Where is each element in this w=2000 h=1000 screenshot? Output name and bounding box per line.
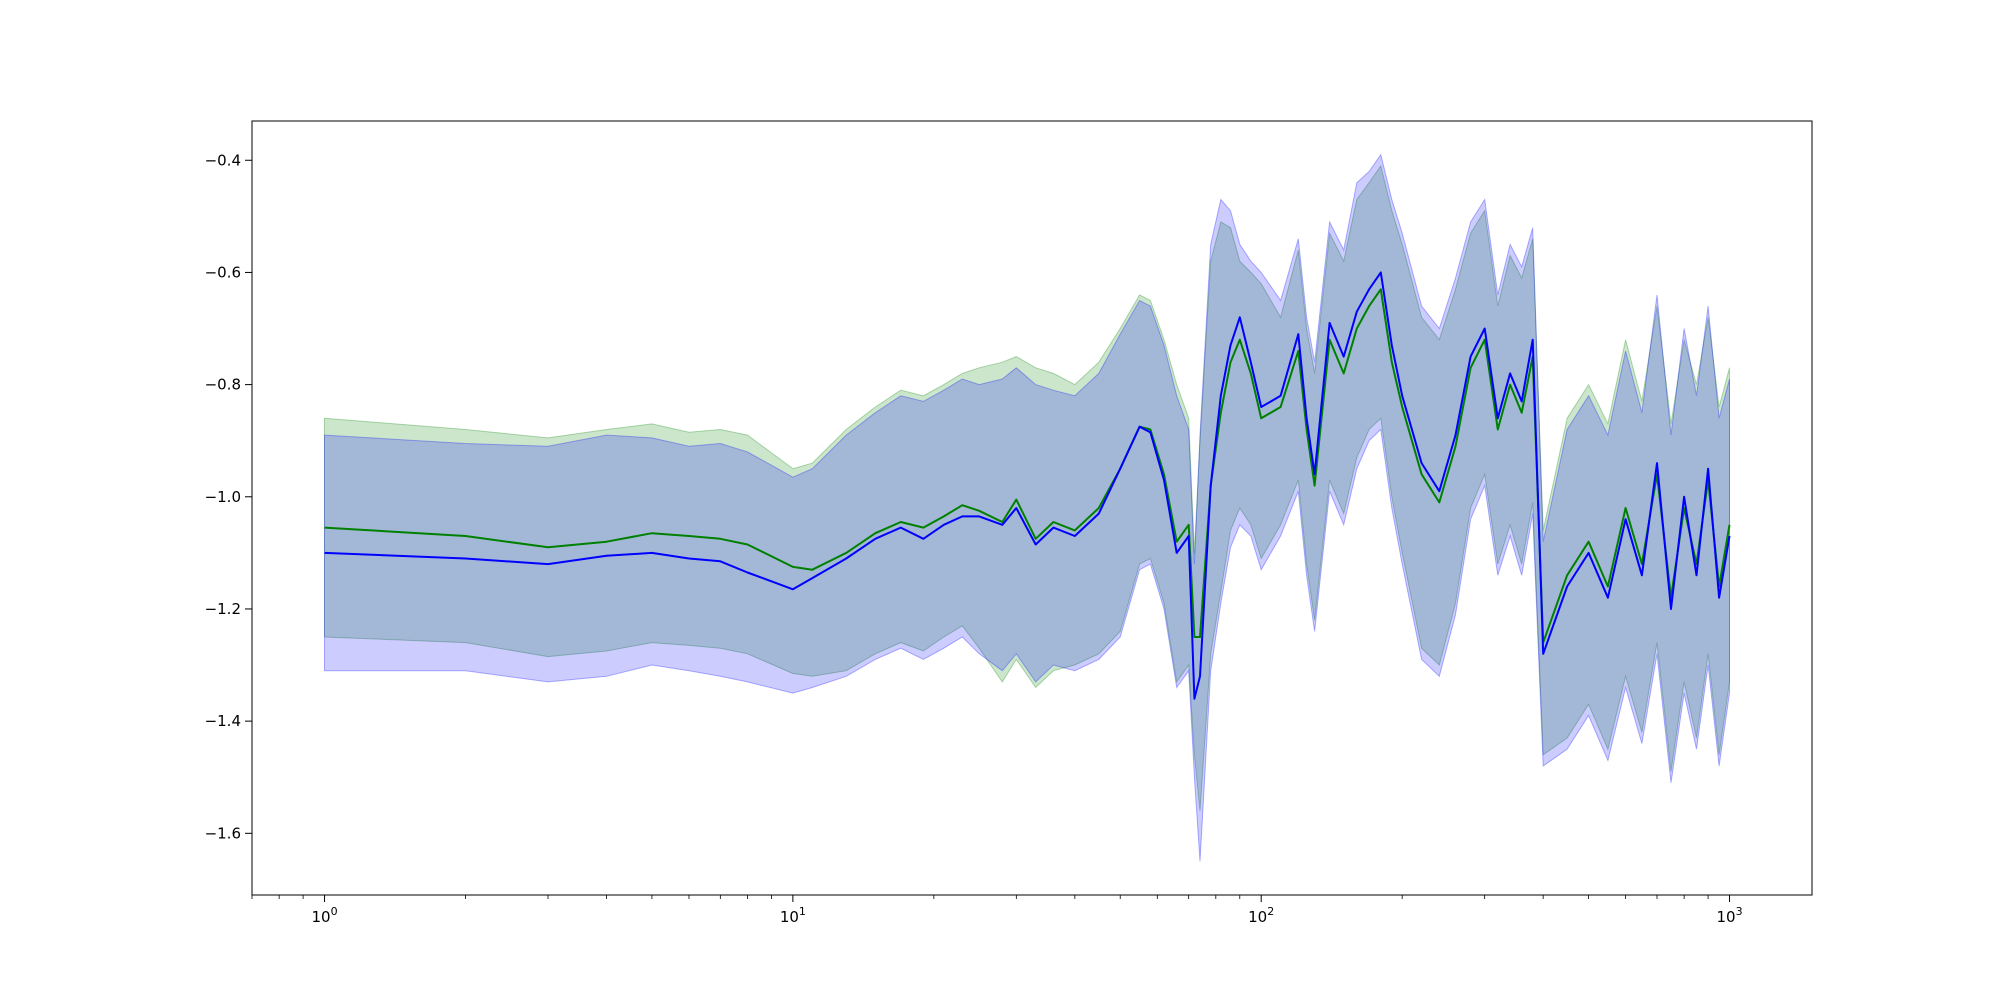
confidence-bands xyxy=(324,153,1730,862)
axes-frame xyxy=(251,120,1813,896)
series-1-line xyxy=(324,288,1731,644)
series-2-line xyxy=(324,271,1731,700)
x-tick-label: 103 xyxy=(1716,905,1742,926)
x-tick-label: 100 xyxy=(311,905,337,926)
x-tick-label: 101 xyxy=(780,905,806,926)
x-tick-label: 102 xyxy=(1248,905,1274,926)
y-tick-label: −0.8 xyxy=(205,376,241,394)
series-2-band xyxy=(324,153,1730,862)
y-tick-label: −0.6 xyxy=(205,263,241,281)
y-tick-label: −1.4 xyxy=(205,712,241,730)
series-lines xyxy=(324,271,1731,700)
y-tick-label: −1.6 xyxy=(205,824,241,842)
plot-area xyxy=(324,153,1731,862)
x-axis: 100 101 102 103 xyxy=(251,895,1743,926)
y-tick-label: −1.2 xyxy=(205,600,241,618)
y-tick-label: −0.4 xyxy=(205,151,241,169)
y-axis: −0.4 −0.6 −0.8 −1.0 −1.2 −1.4 −1.6 xyxy=(205,151,252,842)
series-1-band xyxy=(324,164,1730,811)
y-tick-label: −1.0 xyxy=(205,488,241,506)
